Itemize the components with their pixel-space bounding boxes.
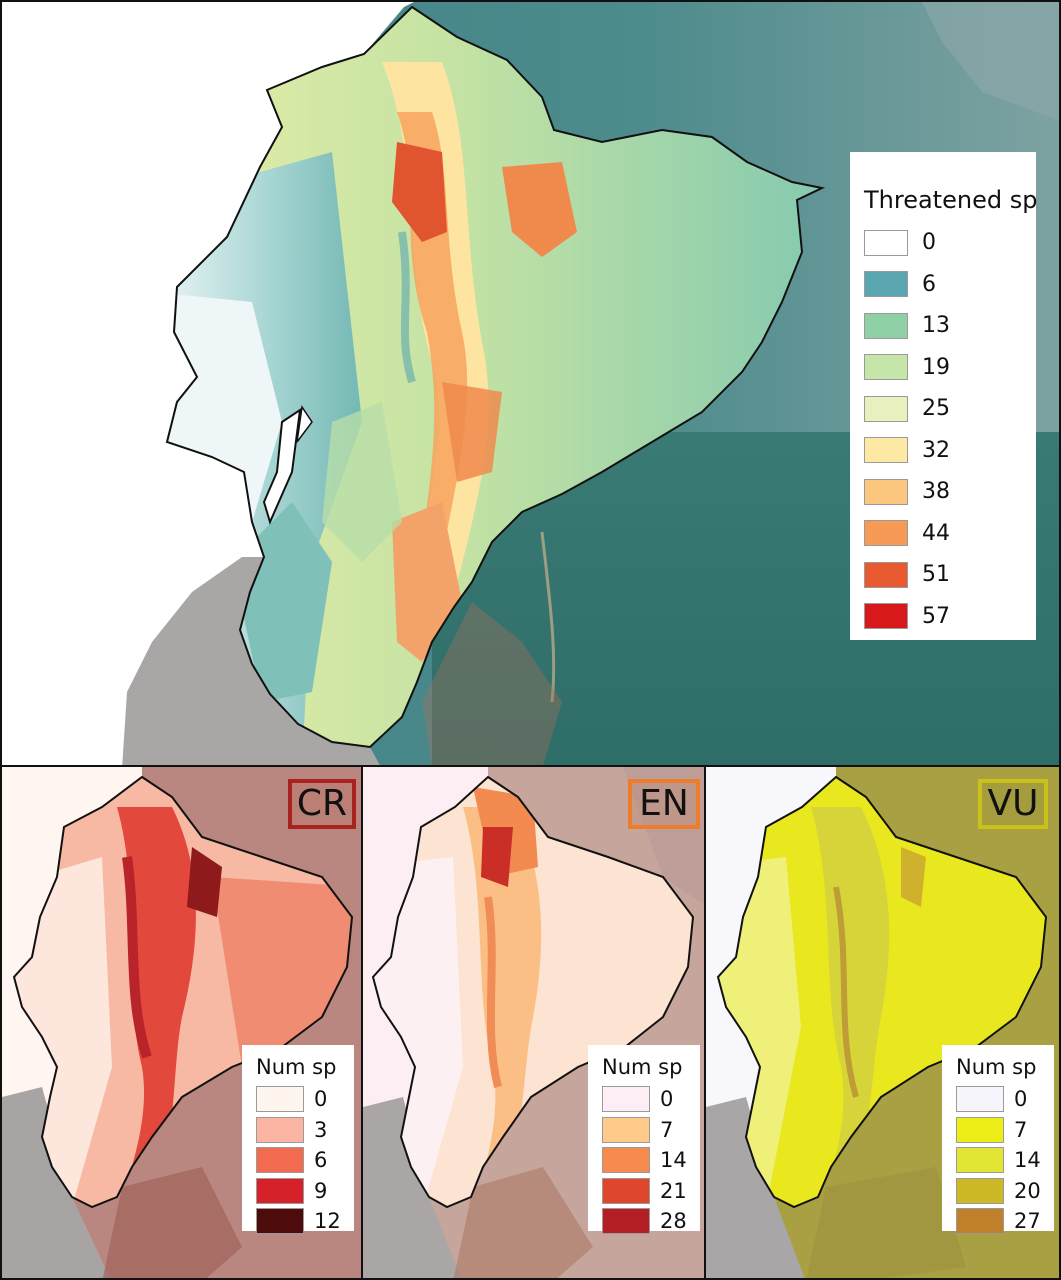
legend-entry: 27 [956,1206,1054,1237]
legend-label: 51 [922,562,950,588]
legend-swatch [256,1208,304,1235]
legend-label: 9 [314,1178,328,1203]
legend-label: 44 [922,520,950,546]
legend-entry: 14 [602,1145,700,1176]
en-legend-title: Num sp [602,1055,683,1079]
cr-map-panel: CR Num sp 0 3 6 9 12 [0,765,363,1280]
legend-entry: 0 [256,1084,354,1115]
cr-legend-rows: 0 3 6 9 12 [256,1084,354,1237]
vu-map-panel: VU Num sp 0 7 14 20 27 [704,765,1061,1280]
vu-legend: Num sp 0 7 14 20 27 [942,1045,1054,1235]
legend-entry: 21 [602,1176,700,1207]
en-legend-rows: 0 7 14 21 28 [602,1084,700,1237]
legend-swatch [864,395,908,422]
legend-entry: 6 [864,264,1036,306]
legend-swatch [256,1177,304,1204]
legend-label: 19 [922,354,950,380]
legend-label: 25 [922,396,950,422]
en-map-panel: EN Num sp 0 7 14 21 28 [361,765,706,1280]
legend-swatch [956,1116,1004,1143]
threatened-species-map: Threatened sp 0 6 13 19 25 32 38 44 51 57 [0,0,1061,767]
legend-label: 14 [1014,1148,1041,1173]
vu-legend-rows: 0 7 14 20 27 [956,1084,1054,1237]
legend-entry: 12 [256,1206,354,1237]
vu-category-badge: VU [978,779,1048,829]
legend-entry: 13 [864,305,1036,347]
legend-rows: 0 6 13 19 25 32 38 44 51 57 [864,222,1036,637]
legend-label: 32 [922,437,950,463]
legend-swatch [864,229,908,256]
threatened-species-legend: Threatened sp 0 6 13 19 25 32 38 44 51 57 [850,152,1038,640]
legend-swatch [864,437,908,464]
legend-swatch [864,561,908,588]
legend-swatch [602,1177,650,1204]
legend-entry: 57 [864,596,1036,638]
legend-label: 7 [1014,1117,1028,1142]
legend-swatch [864,271,908,298]
legend-label: 3 [314,1117,328,1142]
cr-legend-title: Num sp [256,1055,337,1079]
legend-entry: 28 [602,1206,700,1237]
legend-swatch [602,1147,650,1174]
legend-label: 6 [922,271,936,297]
legend-label: 0 [922,230,936,256]
legend-label: 12 [314,1209,341,1234]
legend-swatch [956,1208,1004,1235]
legend-label: 14 [660,1148,687,1173]
legend-swatch [864,520,908,547]
legend-label: 0 [314,1087,328,1112]
legend-entry: 0 [864,222,1036,264]
legend-entry: 51 [864,554,1036,596]
legend-entry: 0 [956,1084,1054,1115]
legend-label: 28 [660,1209,687,1234]
legend-title: Threatened sp [864,186,1038,214]
legend-entry: 0 [602,1084,700,1115]
en-legend: Num sp 0 7 14 21 28 [588,1045,700,1235]
legend-label: 27 [1014,1209,1041,1234]
cr-legend: Num sp 0 3 6 9 12 [242,1045,354,1235]
vu-legend-title: Num sp [956,1055,1037,1079]
legend-swatch [956,1177,1004,1204]
legend-label: 0 [660,1087,674,1112]
legend-label: 0 [1014,1087,1028,1112]
legend-swatch [602,1116,650,1143]
legend-entry: 44 [864,513,1036,555]
legend-label: 6 [314,1148,328,1173]
vu-map-canvas [706,767,1059,1278]
legend-swatch [256,1086,304,1113]
legend-label: 7 [660,1117,674,1142]
legend-swatch [864,478,908,505]
legend-swatch [864,603,908,630]
legend-entry: 19 [864,347,1036,389]
legend-swatch [956,1086,1004,1113]
legend-entry: 7 [956,1115,1054,1146]
legend-label: 13 [922,313,950,339]
legend-label: 38 [922,479,950,505]
legend-entry: 38 [864,471,1036,513]
legend-swatch [864,312,908,339]
legend-entry: 14 [956,1145,1054,1176]
legend-swatch [602,1086,650,1113]
legend-entry: 32 [864,430,1036,472]
legend-entry: 6 [256,1145,354,1176]
legend-label: 20 [1014,1178,1041,1203]
legend-entry: 7 [602,1115,700,1146]
legend-entry: 25 [864,388,1036,430]
legend-label: 57 [922,603,950,629]
legend-entry: 20 [956,1176,1054,1207]
legend-swatch [864,354,908,381]
legend-entry: 9 [256,1176,354,1207]
legend-entry: 3 [256,1115,354,1146]
en-category-badge: EN [628,779,700,829]
cr-category-badge: CR [288,779,356,829]
legend-swatch [602,1208,650,1235]
legend-swatch [956,1147,1004,1174]
legend-swatch [256,1147,304,1174]
legend-label: 21 [660,1178,687,1203]
legend-swatch [256,1116,304,1143]
